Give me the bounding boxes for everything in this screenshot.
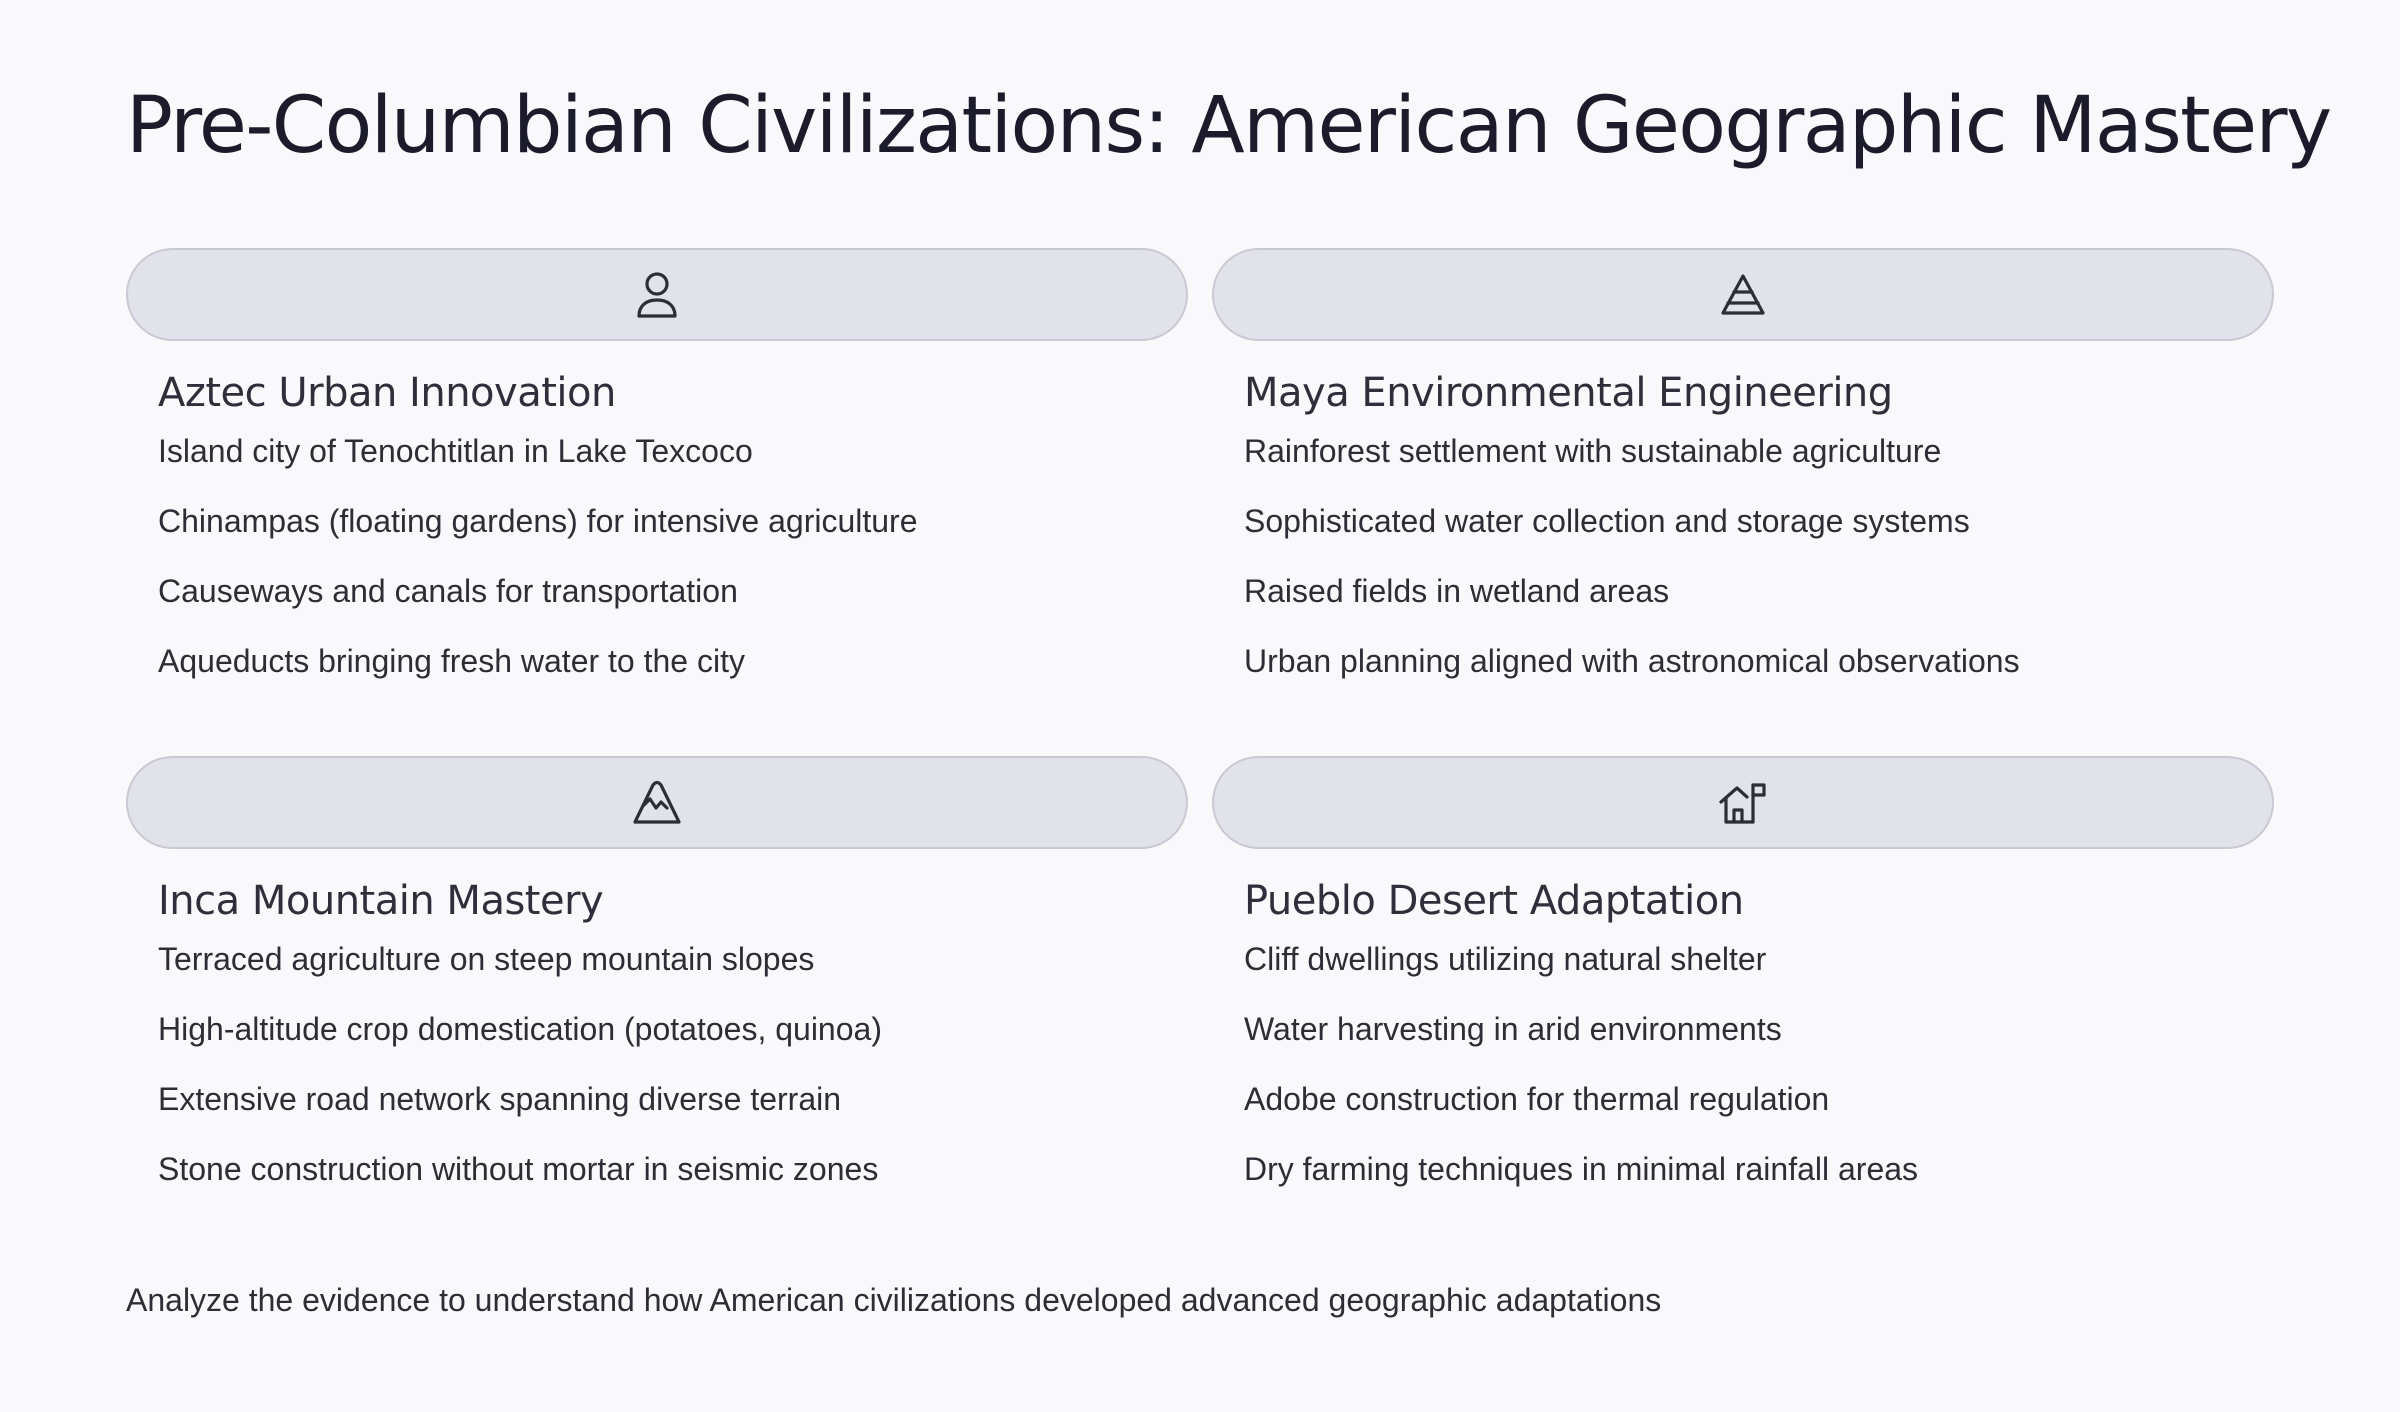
card-title: Aztec Urban Innovation: [158, 370, 616, 416]
card-inca: Inca Mountain Mastery Terraced agricultu…: [126, 756, 1188, 1221]
card-title: Pueblo Desert Adaptation: [1244, 878, 1744, 924]
card-aztec: Aztec Urban Innovation Island city of Te…: [126, 248, 1188, 713]
list-item: Cliff dwellings utilizing natural shelte…: [1244, 941, 1767, 977]
item-list: Island city of Tenochtitlan in Lake Texc…: [158, 433, 1188, 713]
footer-note: Analyze the evidence to understand how A…: [126, 1282, 1662, 1318]
pyramid-icon: [1721, 273, 1765, 315]
card-header-aztec: [126, 248, 1188, 341]
card-title: Inca Mountain Mastery: [158, 878, 604, 924]
list-item: Sophisticated water collection and stora…: [1244, 503, 1970, 539]
list-item: Dry farming techniques in minimal rainfa…: [1244, 1151, 1919, 1187]
list-item: Extensive road network spanning diverse …: [158, 1081, 842, 1117]
list-item: Raised fields in wetland areas: [1244, 573, 1670, 609]
list-item: Terraced agriculture on steep mountain s…: [158, 941, 815, 977]
card-pueblo: Pueblo Desert Adaptation Cliff dwellings…: [1212, 756, 2274, 1221]
card-header-maya: [1212, 248, 2274, 341]
card-title: Maya Environmental Engineering: [1244, 370, 1893, 416]
list-item: Aqueducts bringing fresh water to the ci…: [158, 643, 745, 679]
list-item: Water harvesting in arid environments: [1244, 1011, 1782, 1047]
card-header-inca: [126, 756, 1188, 849]
list-item: High-altitude crop domestication (potato…: [158, 1011, 882, 1047]
house-flag-icon: [1719, 782, 1766, 824]
person-icon: [637, 271, 677, 318]
list-item: Island city of Tenochtitlan in Lake Texc…: [158, 433, 753, 469]
list-item: Rainforest settlement with sustainable a…: [1244, 433, 1942, 469]
list-item: Chinampas (floating gardens) for intensi…: [158, 503, 918, 539]
list-item: Urban planning aligned with astronomical…: [1244, 643, 2020, 679]
card-header-pueblo: [1212, 756, 2274, 849]
card-maya: Maya Environmental Engineering Rainfores…: [1212, 248, 2274, 713]
mountain-icon: [633, 780, 681, 824]
item-list: Cliff dwellings utilizing natural shelte…: [1244, 941, 2274, 1221]
list-item: Stone construction without mortar in sei…: [158, 1151, 879, 1187]
page-title: Pre-Columbian Civilizations: American Ge…: [126, 81, 2332, 171]
item-list: Rainforest settlement with sustainable a…: [1244, 433, 2274, 713]
item-list: Terraced agriculture on steep mountain s…: [158, 941, 1188, 1221]
list-item: Adobe construction for thermal regulatio…: [1244, 1081, 1830, 1117]
list-item: Causeways and canals for transportation: [158, 573, 738, 609]
